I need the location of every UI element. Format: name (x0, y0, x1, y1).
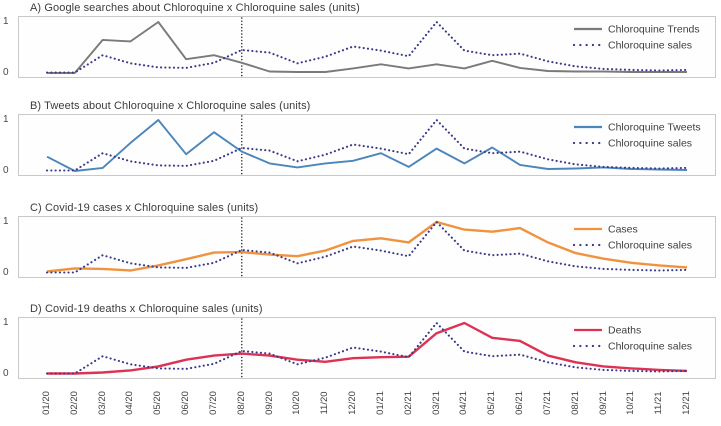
panel-title: C) Covid-19 cases x Chloroquine sales (u… (30, 202, 259, 214)
x-tick-label: 08/20 (235, 391, 247, 415)
legend-label: Chloroquine Tweets (608, 122, 701, 134)
x-tick-label: 11/20 (319, 391, 331, 415)
y-tick-label: 0 (3, 267, 9, 278)
x-tick-label: 02/20 (68, 391, 80, 415)
series-line-deaths (47, 321, 688, 375)
x-tick-label: 09/21 (597, 391, 609, 415)
y-tick-label: 0 (3, 165, 9, 176)
series-line-chloroquine-trends (47, 21, 687, 74)
y-tick-label: 1 (3, 216, 9, 227)
panel-covid-cases: C) Covid-19 cases x Chloroquine sales (u… (0, 202, 721, 286)
x-tick-label: 05/21 (486, 391, 498, 415)
plot-area-covid-cases: Cases Chloroquine sales (18, 216, 716, 278)
series-line-chloroquine-sales (45, 20, 689, 74)
legend-label: Chloroquine sales (608, 138, 692, 150)
series-line-chloroquine-sales (45, 118, 689, 172)
panel-title: B) Tweets about Chloroquine x Chloroquin… (30, 100, 311, 112)
x-tick-label: 06/21 (514, 391, 526, 415)
plot-frame (18, 216, 716, 278)
plot-frame (18, 317, 716, 379)
plot-frame (18, 114, 716, 176)
panel-title: D) Covid-19 deaths x Chloroquine sales (… (30, 303, 263, 315)
legend-label: Chloroquine sales (608, 40, 692, 52)
series-line-chloroquine-sales (45, 220, 689, 274)
x-tick-label: 02/21 (402, 391, 414, 415)
y-tick-label: 1 (3, 317, 9, 328)
x-tick-label: 06/20 (180, 391, 192, 415)
x-tick-label: 03/20 (96, 391, 108, 415)
legend-label: Chloroquine Trends (608, 24, 700, 36)
series-line-cases (46, 220, 688, 273)
x-tick-label: 12/21 (680, 391, 692, 415)
plot-area-covid-deaths: Deaths Chloroquine sales (18, 317, 716, 379)
y-tick-label: 0 (3, 368, 9, 379)
plot-frame (18, 16, 716, 78)
series-line-chloroquine-sales (45, 321, 689, 375)
panel-covid-deaths: D) Covid-19 deaths x Chloroquine sales (… (0, 303, 721, 387)
legend-label: Chloroquine sales (608, 240, 692, 252)
x-tick-label: 09/20 (263, 391, 275, 415)
x-tick-label: 10/21 (625, 391, 637, 415)
y-tick-label: 0 (3, 67, 9, 78)
x-tick-label: 11/21 (653, 391, 665, 415)
x-tick-label: 03/21 (430, 391, 442, 415)
panel-google-searches: A) Google searches about Chloroquine x C… (0, 2, 721, 86)
x-tick-label: 10/20 (291, 391, 303, 415)
panel-tweets: B) Tweets about Chloroquine x Chloroquin… (0, 100, 721, 184)
series-line-chloroquine-tweets (46, 119, 688, 172)
panel-title: A) Google searches about Chloroquine x C… (30, 2, 360, 14)
x-tick-label: 04/20 (124, 391, 136, 415)
x-tick-label: 01/21 (374, 391, 386, 415)
x-tick-label: 12/20 (347, 391, 359, 415)
plot-area-tweets: Chloroquine Tweets Chloroquine sales (18, 114, 716, 176)
plot-area-google-searches: Chloroquine Trends Chloroquine sales (18, 16, 716, 78)
x-tick-label: 05/20 (152, 391, 164, 415)
x-axis-labels: 01/20 02/20 03/20 04/20 05/20 06/20 07/20 08/20… (0, 380, 721, 426)
legend-label: Chloroquine sales (608, 341, 692, 353)
legend-label: Deaths (608, 325, 641, 337)
y-tick-label: 1 (3, 114, 9, 125)
x-tick-label: 07/21 (541, 391, 553, 415)
y-tick-label: 1 (3, 16, 9, 27)
legend-label: Cases (608, 224, 638, 236)
x-tick-label: 07/20 (207, 391, 219, 415)
x-tick-label: 04/21 (458, 391, 470, 415)
x-tick-label: 08/21 (569, 391, 581, 415)
x-tick-label: 01/20 (41, 391, 52, 415)
